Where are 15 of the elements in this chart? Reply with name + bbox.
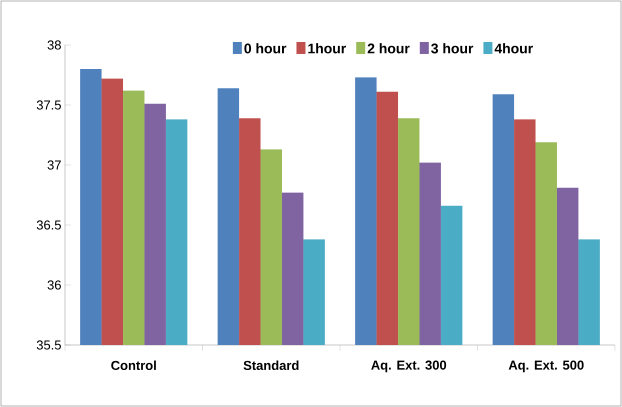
legend-label: 3 hour: [431, 43, 474, 54]
x-tick-label: Control: [111, 360, 156, 370]
y-tick-label: 37: [48, 160, 61, 170]
legend-label: 0 hour: [244, 43, 286, 54]
y-tick-label: 36: [48, 280, 61, 290]
x-tick-label: Standard: [244, 360, 298, 370]
legend-label: 2 hour: [368, 43, 410, 54]
x-tick-label: Aq. Ext. 500: [508, 360, 584, 372]
legend-label: 1hour: [308, 43, 346, 54]
y-tick-label: 38: [48, 40, 61, 50]
x-tick-label: Aq. Ext. 300: [371, 360, 446, 372]
y-tick-label: 35.5: [36, 340, 61, 350]
y-tick-label: 36.5: [36, 220, 61, 230]
y-tick-label: 37.5: [36, 100, 61, 110]
legend-label: 4hour: [494, 43, 533, 54]
